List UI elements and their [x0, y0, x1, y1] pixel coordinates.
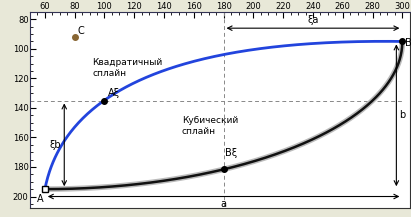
Text: Bξ: Bξ — [225, 148, 237, 158]
Text: a: a — [221, 199, 226, 209]
Text: C: C — [78, 26, 84, 36]
Text: ξb: ξb — [50, 140, 61, 150]
Text: b: b — [399, 110, 406, 120]
Text: A: A — [37, 194, 44, 204]
Text: ξa: ξa — [307, 15, 319, 25]
Text: Квадратичный
сплайн: Квадратичный сплайн — [92, 58, 163, 78]
Text: Aξ: Aξ — [107, 88, 120, 98]
Text: B: B — [405, 38, 411, 48]
Text: Кубический
сплайн: Кубический сплайн — [182, 116, 238, 136]
